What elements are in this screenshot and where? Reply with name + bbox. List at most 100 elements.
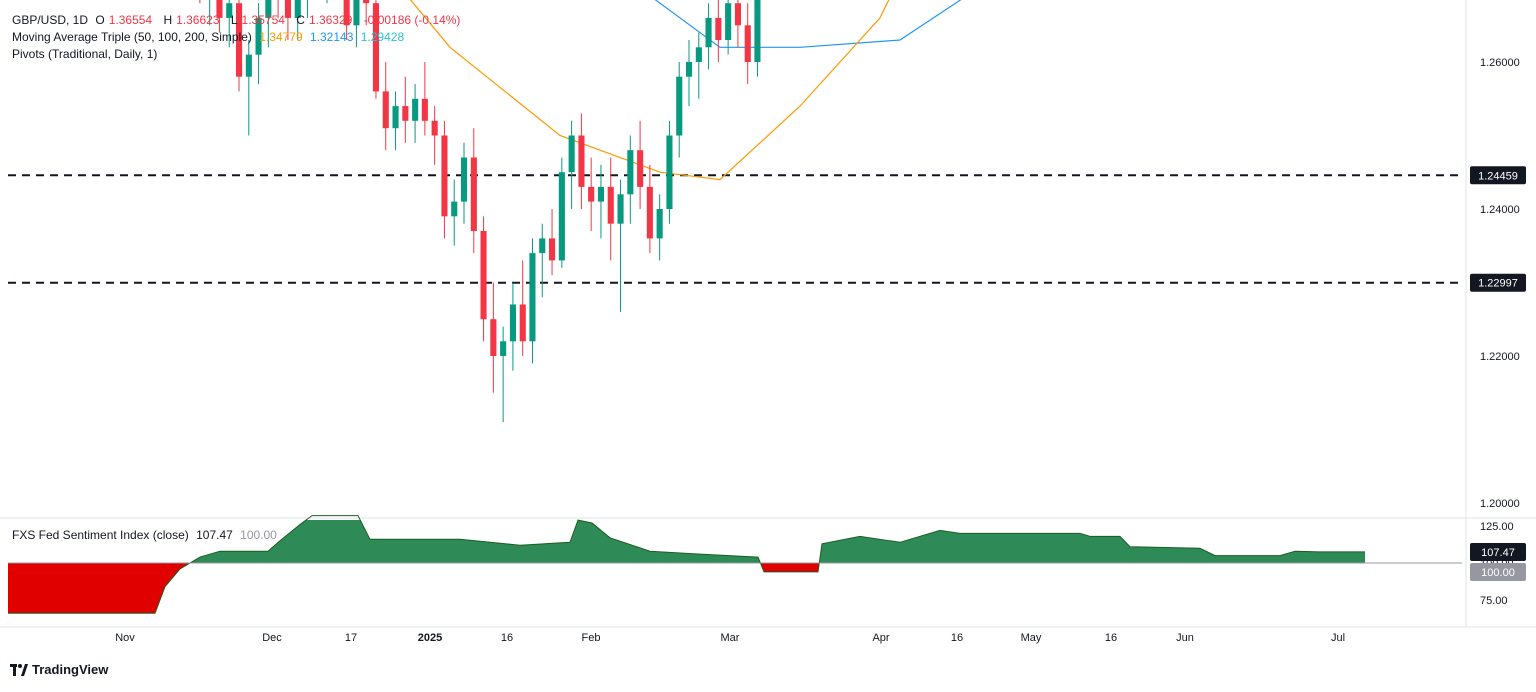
candle bbox=[695, 32, 702, 99]
sentiment-value-tag-bg bbox=[1470, 542, 1526, 561]
candle-body bbox=[519, 304, 526, 342]
candle bbox=[470, 128, 477, 254]
x-tick-label: 16 bbox=[951, 632, 963, 644]
x-tick-label: 17 bbox=[345, 632, 357, 644]
legend-pivots-row[interactable]: Pivots (Traditional, Daily, 1) bbox=[12, 46, 161, 63]
candle bbox=[529, 238, 536, 364]
candle bbox=[686, 39, 693, 107]
sentiment-baseline-tag: 100.00 bbox=[1481, 567, 1515, 579]
ma50-value: 1.34779 bbox=[259, 30, 303, 44]
legend-symbol-row: GBP/USD, 1D O 1.36554 H 1.36623 L 1.35754 C… bbox=[12, 12, 464, 29]
x-tick-label: Mar bbox=[721, 632, 740, 644]
x-tick-label: Jun bbox=[1176, 632, 1194, 644]
candle-body bbox=[597, 186, 604, 202]
x-tick-label: May bbox=[1021, 632, 1042, 644]
candle bbox=[597, 164, 604, 239]
sentiment-baseline-value: 100.00 bbox=[240, 528, 277, 542]
candle bbox=[245, 39, 252, 136]
candle-body bbox=[725, 3, 732, 40]
candle bbox=[326, 0, 328, 4]
pivot-level-tag-bg bbox=[1470, 166, 1526, 185]
candle bbox=[284, 0, 291, 40]
candle-body bbox=[255, 17, 262, 55]
candle bbox=[715, 0, 722, 62]
candle bbox=[666, 120, 673, 224]
candle bbox=[343, 0, 350, 40]
candle-body bbox=[372, 3, 379, 92]
candle-body bbox=[558, 172, 565, 261]
candle-body bbox=[216, 0, 223, 18]
candle-body bbox=[441, 135, 448, 217]
candle-body bbox=[686, 62, 693, 77]
candle bbox=[627, 135, 634, 224]
x-tick-label: 16 bbox=[1105, 632, 1117, 644]
candle bbox=[402, 76, 409, 143]
candle-body bbox=[539, 238, 546, 254]
candle bbox=[509, 282, 516, 371]
legend-sentiment-row[interactable]: FXS Fed Sentiment Index (close) 107.47 1… bbox=[12, 527, 281, 544]
tradingview-logo[interactable]: TradingView bbox=[10, 662, 108, 677]
candle bbox=[306, 0, 308, 18]
candle-body bbox=[568, 135, 575, 173]
sentiment-y-tick-label: 75.00 bbox=[1480, 595, 1508, 607]
ma200-value: 1.29428 bbox=[360, 30, 405, 44]
y-tick-label: 1.20000 bbox=[1480, 498, 1520, 510]
pivot-level-tag: 1.22997 bbox=[1478, 278, 1518, 290]
candle-body bbox=[431, 120, 438, 136]
sentiment-line bbox=[8, 515, 1365, 614]
candle bbox=[277, 0, 279, 18]
candle bbox=[734, 0, 741, 48]
candle-body bbox=[412, 98, 419, 121]
ma100-value: 1.32143 bbox=[310, 30, 354, 44]
x-tick-label: Jul bbox=[1331, 632, 1345, 644]
candle-body bbox=[470, 157, 477, 231]
y-tick-label: 1.26000 bbox=[1480, 57, 1520, 69]
candle-body bbox=[461, 157, 468, 202]
candle-body bbox=[754, 0, 761, 62]
candle bbox=[568, 120, 575, 209]
candle bbox=[255, 3, 262, 85]
candle-body bbox=[363, 0, 370, 4]
candle bbox=[294, 0, 301, 40]
candle-body bbox=[245, 54, 252, 77]
candle bbox=[500, 326, 507, 423]
candle-body bbox=[744, 25, 751, 62]
sentiment-baseline-tag-bg bbox=[1470, 563, 1526, 581]
candle-body bbox=[607, 186, 614, 224]
candle-body bbox=[480, 231, 487, 320]
candle-body bbox=[666, 135, 673, 209]
candle-body bbox=[451, 201, 458, 217]
sentiment-positive-area bbox=[8, 520, 1365, 563]
candle bbox=[725, 0, 732, 55]
candle bbox=[421, 62, 428, 136]
candle bbox=[236, 0, 243, 92]
candle bbox=[578, 113, 585, 209]
x-tick-label: Nov bbox=[115, 632, 135, 644]
brand-label: TradingView bbox=[32, 662, 109, 677]
x-tick-label: 2025 bbox=[418, 632, 442, 644]
sentiment-title: FXS Fed Sentiment Index (close) bbox=[12, 528, 189, 542]
candle-body bbox=[588, 186, 595, 202]
pivot-level-tag-bg bbox=[1470, 273, 1526, 292]
x-tick-label: 16 bbox=[501, 632, 513, 644]
candle bbox=[226, 0, 233, 48]
candle-body bbox=[265, 0, 272, 18]
sentiment-negative-area bbox=[8, 563, 1365, 614]
candle-body bbox=[529, 253, 536, 342]
candle bbox=[382, 62, 389, 151]
candle bbox=[441, 120, 448, 239]
legend-ma-row[interactable]: Moving Average Triple (50, 100, 200, Sim… bbox=[12, 29, 408, 46]
candle bbox=[392, 91, 399, 151]
candle-body bbox=[705, 17, 712, 48]
candle bbox=[480, 216, 487, 342]
candle-body bbox=[695, 47, 702, 62]
candle-body bbox=[343, 0, 350, 26]
candle-body bbox=[627, 150, 634, 195]
candle bbox=[676, 62, 683, 158]
candle bbox=[363, 0, 370, 26]
ohlc-close: C 1.36329 bbox=[296, 13, 353, 27]
ma-title: Moving Average Triple (50, 100, 200, Sim… bbox=[12, 30, 252, 44]
candle-body bbox=[490, 319, 497, 356]
